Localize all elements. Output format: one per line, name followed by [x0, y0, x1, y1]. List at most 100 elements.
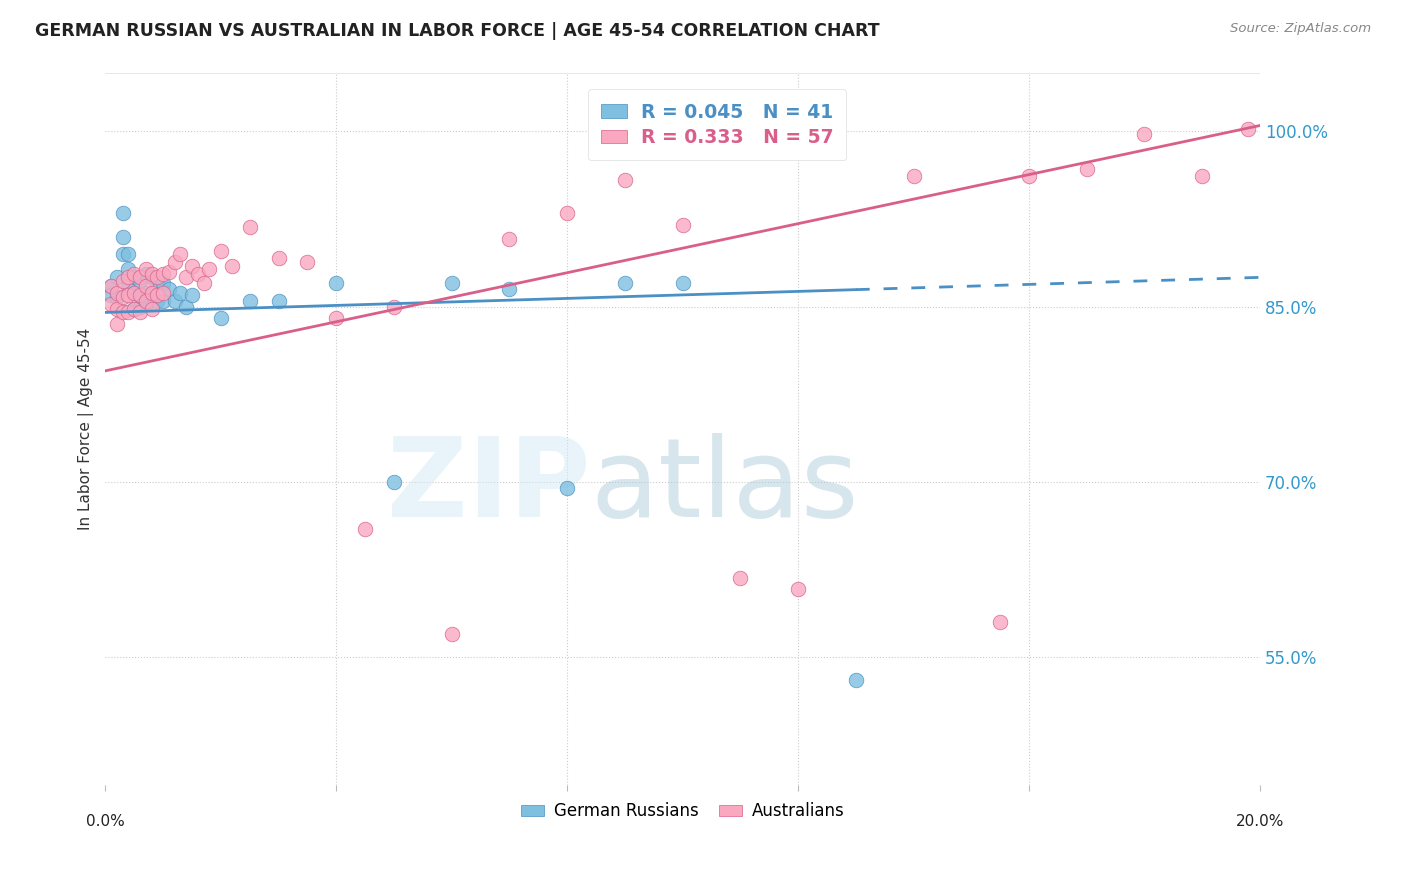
Point	[146, 288, 169, 302]
Point	[111, 290, 134, 304]
Point	[787, 582, 810, 597]
Point	[135, 285, 157, 300]
Point	[440, 277, 463, 291]
Point	[135, 297, 157, 311]
Point	[105, 301, 128, 316]
Point	[157, 264, 180, 278]
Point	[209, 244, 232, 258]
Point	[1191, 169, 1213, 183]
Point	[845, 673, 868, 688]
Point	[730, 570, 752, 584]
Point	[129, 300, 152, 314]
Point	[157, 282, 180, 296]
Point	[135, 262, 157, 277]
Point	[239, 220, 262, 235]
Point	[267, 293, 290, 308]
Point	[146, 270, 169, 285]
Text: atlas: atlas	[591, 433, 859, 540]
Point	[1018, 169, 1040, 183]
Point	[163, 293, 186, 308]
Point	[152, 277, 174, 291]
Point	[613, 277, 636, 291]
Point	[498, 232, 520, 246]
Y-axis label: In Labor Force | Age 45-54: In Labor Force | Age 45-54	[79, 328, 94, 531]
Point	[672, 277, 695, 291]
Point	[174, 300, 197, 314]
Point	[209, 311, 232, 326]
Point	[555, 481, 578, 495]
Point	[555, 206, 578, 220]
Point	[111, 274, 134, 288]
Point	[146, 293, 169, 308]
Point	[382, 300, 405, 314]
Point	[117, 247, 139, 261]
Point	[1237, 122, 1260, 136]
Point	[903, 169, 925, 183]
Point	[122, 267, 145, 281]
Point	[267, 251, 290, 265]
Point	[117, 270, 139, 285]
Point	[111, 206, 134, 220]
Point	[100, 297, 122, 311]
Point	[325, 311, 347, 326]
Point	[174, 270, 197, 285]
Point	[105, 270, 128, 285]
Point	[122, 301, 145, 316]
Point	[141, 267, 163, 281]
Point	[440, 626, 463, 640]
Point	[163, 255, 186, 269]
Point	[122, 301, 145, 316]
Point	[111, 247, 134, 261]
Text: GERMAN RUSSIAN VS AUSTRALIAN IN LABOR FORCE | AGE 45-54 CORRELATION CHART: GERMAN RUSSIAN VS AUSTRALIAN IN LABOR FO…	[35, 22, 880, 40]
Point	[135, 293, 157, 308]
Point	[141, 285, 163, 300]
Point	[181, 288, 204, 302]
Point	[105, 290, 128, 304]
Point	[181, 259, 204, 273]
Point	[100, 288, 122, 302]
Point	[129, 270, 152, 285]
Point	[239, 293, 262, 308]
Point	[325, 277, 347, 291]
Point	[141, 270, 163, 285]
Text: Source: ZipAtlas.com: Source: ZipAtlas.com	[1230, 22, 1371, 36]
Point	[146, 277, 169, 291]
Text: 20.0%: 20.0%	[1236, 814, 1284, 829]
Point	[152, 267, 174, 281]
Text: ZIP: ZIP	[387, 433, 591, 540]
Point	[129, 274, 152, 288]
Point	[187, 267, 209, 281]
Point	[152, 293, 174, 308]
Point	[105, 285, 128, 300]
Point	[100, 278, 122, 293]
Point	[988, 615, 1011, 629]
Point	[672, 218, 695, 232]
Point	[129, 288, 152, 302]
Point	[135, 267, 157, 281]
Point	[122, 285, 145, 300]
Point	[169, 285, 191, 300]
Point	[111, 305, 134, 319]
Point	[198, 262, 221, 277]
Point	[193, 277, 215, 291]
Point	[1076, 161, 1098, 176]
Point	[221, 259, 243, 273]
Point	[122, 285, 145, 300]
Point	[152, 285, 174, 300]
Point	[141, 288, 163, 302]
Point	[105, 317, 128, 331]
Point	[382, 475, 405, 489]
Point	[135, 278, 157, 293]
Point	[100, 278, 122, 293]
Text: 0.0%: 0.0%	[86, 814, 125, 829]
Point	[1133, 127, 1156, 141]
Point	[498, 282, 520, 296]
Point	[297, 255, 319, 269]
Point	[613, 173, 636, 187]
Point	[129, 288, 152, 302]
Point	[141, 301, 163, 316]
Point	[117, 305, 139, 319]
Legend: German Russians, Australians: German Russians, Australians	[513, 796, 852, 827]
Point	[117, 288, 139, 302]
Point	[111, 229, 134, 244]
